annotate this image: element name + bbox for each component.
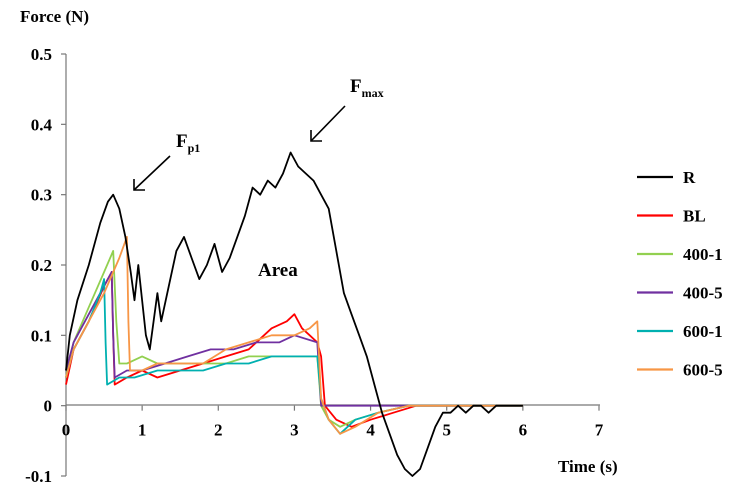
y-tick-label: 0.1 bbox=[31, 326, 52, 345]
fp1-main: F bbox=[176, 131, 188, 152]
y-tick-label: 0.3 bbox=[31, 186, 52, 205]
fp1-annotation: Fp1 bbox=[133, 131, 200, 191]
legend-label: 400-5 bbox=[683, 284, 723, 303]
fp1-arrow-line bbox=[133, 155, 171, 191]
legend-label: R bbox=[683, 168, 696, 187]
legend-label: BL bbox=[683, 207, 706, 226]
fp1-label: Fp1 bbox=[176, 131, 200, 155]
y-ticks: -0.1 0 0.1 0.2 0.3 0.4 0.5 bbox=[25, 45, 66, 486]
x-tick-label: 6 bbox=[519, 421, 528, 440]
x-tick-label: 2 bbox=[214, 421, 223, 440]
legend-label: 600-5 bbox=[683, 361, 723, 380]
fmax-sub: max bbox=[362, 86, 384, 100]
series-line-600-1 bbox=[65, 278, 523, 435]
x-tick-label: 5 bbox=[442, 421, 451, 440]
y-tick-label: 0 bbox=[44, 397, 53, 416]
fmax-arrow-head bbox=[310, 130, 322, 142]
legend-label: 600-1 bbox=[683, 322, 723, 341]
x-tick-label: 7 bbox=[595, 421, 604, 440]
y-tick-label: 0.5 bbox=[31, 45, 52, 64]
area-label: Area bbox=[258, 260, 298, 281]
fp1-sub: p1 bbox=[188, 141, 201, 155]
legend-label: 400-1 bbox=[683, 245, 723, 264]
y-tick-label: -0.1 bbox=[25, 467, 52, 486]
y-tick-label: 0.2 bbox=[31, 256, 52, 275]
series-line-r bbox=[65, 151, 523, 477]
x-tick-label: 3 bbox=[290, 421, 299, 440]
x-tick-label: 4 bbox=[366, 421, 375, 440]
fp1-arrow-head bbox=[133, 179, 145, 191]
fmax-arrow-line bbox=[310, 105, 346, 142]
y-tick-label: 0.4 bbox=[31, 115, 53, 134]
fmax-annotation: Fmax bbox=[310, 76, 384, 142]
series-line-400-5 bbox=[65, 271, 523, 407]
x-tick-label: 1 bbox=[138, 421, 147, 440]
series-line-600-5 bbox=[65, 235, 523, 435]
fmax-label: Fmax bbox=[350, 76, 384, 100]
x-ticks: 0 1 2 3 4 5 6 7 bbox=[62, 405, 604, 440]
series-group bbox=[65, 151, 523, 477]
x-tick-label: 0 bbox=[62, 421, 71, 440]
fmax-main: F bbox=[350, 76, 362, 97]
y-axis-title: Force (N) bbox=[20, 7, 89, 26]
x-axis-title: Time (s) bbox=[558, 457, 618, 476]
legend: R BL 400-1 400-5 600-1 600-5 bbox=[637, 168, 723, 380]
